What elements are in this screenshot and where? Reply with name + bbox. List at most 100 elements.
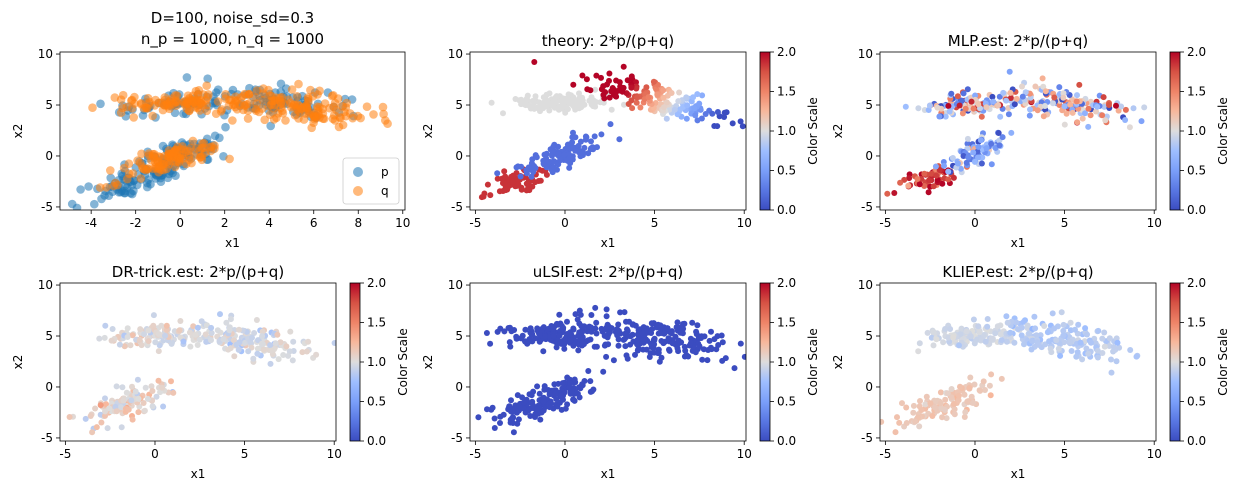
x-tick-label: 0 [971, 216, 979, 230]
point-q [266, 100, 276, 109]
data-point [249, 334, 255, 341]
data-point [700, 346, 707, 353]
y-tick-label: 10 [858, 47, 873, 61]
y-axis-label: x2 [831, 355, 845, 370]
data-point [1088, 339, 1094, 346]
data-point [891, 190, 898, 196]
data-point [719, 339, 726, 346]
data-point [984, 323, 991, 330]
data-point [713, 346, 720, 353]
data-point [245, 348, 252, 355]
data-point [637, 104, 644, 111]
x-tick-label: -5 [879, 216, 891, 230]
data-point [259, 328, 266, 335]
data-point [629, 105, 636, 112]
data-point [510, 172, 517, 179]
data-point [1073, 353, 1080, 360]
data-point [971, 158, 978, 165]
data-point [607, 329, 613, 335]
data-point [655, 349, 662, 356]
data-point [974, 336, 981, 343]
data-point [950, 174, 957, 181]
data-point [581, 378, 588, 384]
point-q [304, 109, 314, 118]
point-q [314, 110, 324, 119]
point-p [138, 111, 148, 120]
plot-area [884, 68, 1148, 197]
data-point [968, 98, 975, 105]
axes-frame [469, 282, 747, 442]
data-point [892, 429, 899, 436]
point-q [381, 116, 390, 125]
data-point [530, 388, 537, 395]
data-point [925, 107, 932, 113]
x-tick-label: 10 [395, 216, 410, 230]
data-point [623, 318, 629, 325]
data-point [598, 325, 605, 332]
data-point [1040, 83, 1047, 90]
data-point [915, 348, 922, 355]
data-point [564, 401, 571, 408]
data-point [194, 342, 201, 348]
data-point [1018, 332, 1025, 339]
data-point [1074, 119, 1081, 126]
data-point [254, 345, 261, 352]
point-q [171, 91, 180, 100]
x-tick-label: 4 [265, 216, 273, 230]
point-q [307, 123, 317, 133]
data-point [275, 356, 282, 363]
data-point [532, 165, 539, 171]
data-point [964, 86, 971, 93]
point-q [213, 97, 223, 106]
point-q [202, 81, 211, 90]
y-tick-label: 5 [865, 98, 873, 112]
point-q [136, 174, 146, 183]
data-point [654, 91, 661, 98]
data-point [1051, 94, 1058, 101]
data-point [684, 102, 691, 109]
x-tick-label: 0 [151, 447, 159, 461]
data-point [203, 338, 210, 345]
data-point [947, 326, 954, 332]
panel-2: -5 0 5 10 -5 0 5 10 x1 x2 theory: 2*p/(p+q) 0.0 0.5 1… [421, 32, 820, 250]
data-point [119, 384, 126, 391]
data-point [572, 134, 579, 141]
point-q [228, 116, 237, 125]
data-point [621, 101, 627, 108]
data-point [729, 120, 736, 127]
data-point [943, 415, 950, 422]
data-point [620, 84, 627, 91]
data-point [160, 403, 167, 410]
data-point [570, 81, 577, 88]
data-point [578, 322, 585, 329]
data-point [540, 407, 547, 414]
plot-area [67, 73, 392, 210]
colorbar-tick-label: 0.5 [367, 395, 386, 409]
x-tick-label: 0 [561, 447, 569, 461]
data-point [634, 341, 641, 348]
data-point [694, 322, 701, 329]
colorbar-tick-label: 0.5 [777, 164, 796, 178]
data-point [66, 414, 73, 420]
data-point [645, 94, 652, 101]
data-point [674, 319, 681, 326]
data-point [1101, 103, 1108, 110]
data-point [937, 389, 944, 396]
data-point [668, 90, 675, 96]
data-point [93, 424, 100, 431]
y-tick-label: -5 [41, 200, 53, 214]
data-point [721, 114, 728, 120]
data-point [484, 181, 491, 188]
data-point [1021, 341, 1027, 348]
data-point [267, 360, 274, 367]
data-point [1094, 103, 1101, 110]
data-point [1095, 327, 1102, 334]
data-point [1122, 106, 1129, 113]
data-point [972, 92, 979, 99]
data-point [928, 170, 935, 177]
data-point [1022, 89, 1029, 96]
data-point [960, 90, 967, 97]
data-point [970, 316, 977, 323]
data-point [603, 313, 610, 320]
